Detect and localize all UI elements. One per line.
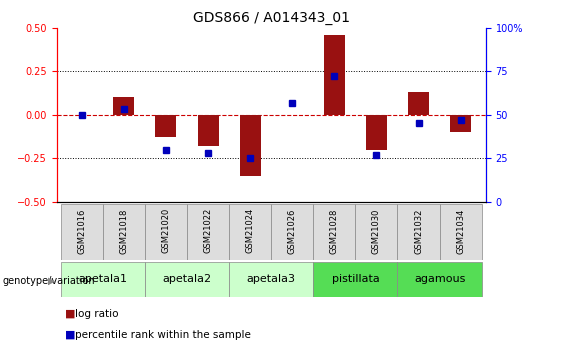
Text: pistillata: pistillata <box>332 275 379 284</box>
Bar <box>314 204 355 260</box>
Bar <box>60 204 103 260</box>
Text: GSM21030: GSM21030 <box>372 208 381 254</box>
Bar <box>398 262 482 297</box>
Text: ■: ■ <box>65 330 76 339</box>
Bar <box>450 115 471 132</box>
Text: log ratio: log ratio <box>75 309 119 319</box>
Text: GSM21022: GSM21022 <box>203 208 212 254</box>
Bar <box>240 115 260 176</box>
Bar <box>324 34 345 115</box>
Text: apetala3: apetala3 <box>247 275 295 284</box>
Text: GSM21020: GSM21020 <box>162 208 171 254</box>
Text: GSM21032: GSM21032 <box>414 208 423 254</box>
Text: GSM21034: GSM21034 <box>456 208 465 254</box>
Text: apetala2: apetala2 <box>163 275 211 284</box>
Bar <box>408 92 429 115</box>
Bar <box>314 262 398 297</box>
Bar <box>187 204 229 260</box>
Text: agamous: agamous <box>414 275 466 284</box>
Text: genotype/variation: genotype/variation <box>3 276 95 286</box>
Bar <box>60 262 145 297</box>
Text: GSM21026: GSM21026 <box>288 208 297 254</box>
Text: GSM21018: GSM21018 <box>119 208 128 254</box>
Text: GSM21016: GSM21016 <box>77 208 86 254</box>
Bar <box>145 262 229 297</box>
Bar <box>145 204 187 260</box>
Bar <box>271 204 314 260</box>
Bar <box>229 204 271 260</box>
Bar <box>440 204 482 260</box>
Text: ▶: ▶ <box>48 276 55 286</box>
Title: GDS866 / A014343_01: GDS866 / A014343_01 <box>193 11 350 25</box>
Bar <box>366 115 387 150</box>
Bar <box>355 204 398 260</box>
Text: percentile rank within the sample: percentile rank within the sample <box>75 330 251 339</box>
Bar <box>103 204 145 260</box>
Bar <box>155 115 176 137</box>
Text: GSM21024: GSM21024 <box>246 208 255 254</box>
Text: apetala1: apetala1 <box>79 275 127 284</box>
Text: GSM21028: GSM21028 <box>330 208 339 254</box>
Text: ■: ■ <box>65 309 76 319</box>
Bar <box>114 97 134 115</box>
Bar <box>198 115 219 146</box>
Bar <box>229 262 314 297</box>
Bar <box>398 204 440 260</box>
